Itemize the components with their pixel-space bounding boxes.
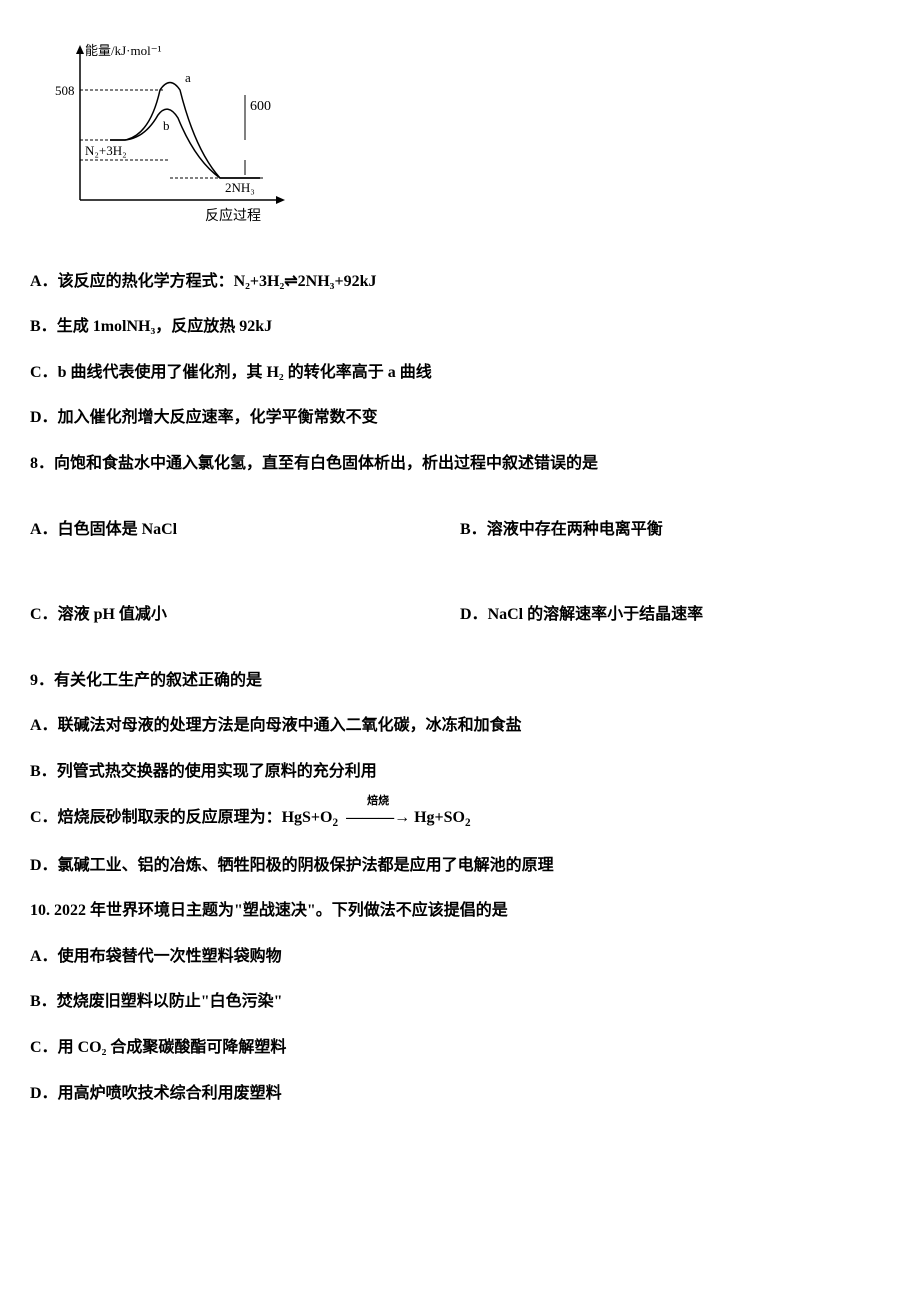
option-text: 使用布袋替代一次性塑料袋购物 (58, 948, 282, 965)
option-label: A． (30, 717, 58, 734)
option-text-prefix: 焙烧辰砂制取汞的反应原理为： (58, 809, 282, 826)
q10-option-d: D．用高炉喷吹技术综合利用废塑料 (30, 1081, 890, 1107)
option-label: D． (30, 1085, 58, 1102)
option-label: D． (30, 409, 58, 426)
product-label: 2NH₃ (225, 180, 255, 195)
option-text: NaCl 的溶解速率小于结晶速率 (488, 606, 704, 623)
stem-text: 8．向饱和食盐水中通入氯化氢，直至有白色固体析出，析出过程中叙述错误的是 (30, 455, 598, 472)
stem-text: 10. 2022 年世界环境日主题为"塑战速决"。下列做法不应该提倡的是 (30, 902, 508, 919)
option-text: 生成 1molNH₃，反应放热 92kJ (57, 318, 272, 335)
q9-option-d: D．氯碱工业、铝的冶炼、牺牲阳极的阴极保护法都是应用了电解池的原理 (30, 853, 890, 879)
option-label: B． (30, 318, 57, 335)
option-text: 溶液中存在两种电离平衡 (487, 521, 663, 538)
option-text: 列管式热交换器的使用实现了原料的充分利用 (57, 763, 377, 780)
option-label: D． (460, 606, 488, 623)
q10-stem: 10. 2022 年世界环境日主题为"塑战速决"。下列做法不应该提倡的是 (30, 898, 890, 924)
q7-option-c: C．b 曲线代表使用了催化剂，其 H₂ 的转化率高于 a 曲线 (30, 360, 890, 386)
chemical-equation: HgS+O2 焙烧———→Hg+SO2 (282, 809, 471, 826)
q8-option-a: A．白色固体是 NaCl (30, 517, 460, 543)
option-text: 氯碱工业、铝的冶炼、牺牲阳极的阴极保护法都是应用了电解池的原理 (58, 857, 554, 874)
q10-option-a: A．使用布袋替代一次性塑料袋购物 (30, 944, 890, 970)
eq-left: HgS+O (282, 809, 333, 826)
option-label: A． (30, 948, 58, 965)
option-text: 该反应的热化学方程式：N₂+3H₂⇌2NH₃+92kJ (58, 273, 377, 290)
right-value-label: 600 (250, 99, 271, 114)
option-label: B． (460, 521, 487, 538)
option-text: b 曲线代表使用了催化剂，其 H₂ 的转化率高于 a 曲线 (58, 364, 432, 381)
q8-row-cd: C．溶液 pH 值减小 D．NaCl 的溶解速率小于结晶速率 (30, 582, 890, 648)
option-text: 焚烧废旧塑料以防止"白色污染" (57, 993, 283, 1010)
q9-option-b: B．列管式热交换器的使用实现了原料的充分利用 (30, 759, 890, 785)
option-label: C． (30, 364, 58, 381)
option-label: A． (30, 521, 58, 538)
arrow-condition: 焙烧 (346, 793, 410, 811)
q7-option-d: D．加入催化剂增大反应速率，化学平衡常数不变 (30, 405, 890, 431)
q10-option-c: C．用 CO₂ 合成聚碳酸酯可降解塑料 (30, 1035, 890, 1061)
stem-text: 9．有关化工生产的叙述正确的是 (30, 672, 262, 689)
curve-b-label: b (163, 118, 170, 133)
energy-diagram-chart: 能量/kJ·mol⁻¹ 508 N₂+3H₂ a b 600 2NH₃ 反应过程 (50, 40, 330, 239)
q10-option-b: B．焚烧废旧塑料以防止"白色污染" (30, 989, 890, 1015)
option-label: A． (30, 273, 58, 290)
q9-stem: 9．有关化工生产的叙述正确的是 (30, 668, 890, 694)
option-text: 溶液 pH 值减小 (58, 606, 167, 623)
option-text: 加入催化剂增大反应速率，化学平衡常数不变 (58, 409, 378, 426)
q8-option-b: B．溶液中存在两种电离平衡 (460, 517, 890, 543)
energy-diagram-svg: 能量/kJ·mol⁻¹ 508 N₂+3H₂ a b 600 2NH₃ 反应过程 (50, 40, 310, 230)
option-text: 白色固体是 NaCl (58, 521, 178, 538)
q9-option-c: C．焙烧辰砂制取汞的反应原理为：HgS+O2 焙烧———→Hg+SO2 (30, 805, 890, 833)
reactant-label: N₂+3H₂ (85, 143, 127, 158)
q8-stem: 8．向饱和食盐水中通入氯化氢，直至有白色固体析出，析出过程中叙述错误的是 (30, 451, 890, 477)
option-text: 用高炉喷吹技术综合利用废塑料 (58, 1085, 282, 1102)
curve-a-label: a (185, 70, 191, 85)
option-text: 用 CO₂ 合成聚碳酸酯可降解塑料 (58, 1039, 287, 1056)
eq-right: Hg+SO (414, 809, 465, 826)
reaction-arrow: 焙烧———→ (346, 805, 410, 831)
q7-option-b: B．生成 1molNH₃，反应放热 92kJ (30, 314, 890, 340)
eq-sub: 2 (332, 817, 338, 829)
x-axis-label: 反应过程 (205, 207, 261, 224)
q9-option-a: A．联碱法对母液的处理方法是向母液中通入二氧化碳，冰冻和加食盐 (30, 713, 890, 739)
eq-sub: 2 (465, 817, 471, 829)
option-text: 联碱法对母液的处理方法是向母液中通入二氧化碳，冰冻和加食盐 (58, 717, 522, 734)
option-label: D． (30, 857, 58, 874)
option-label: B． (30, 763, 57, 780)
y-axis-label: 能量/kJ·mol⁻¹ (85, 43, 162, 58)
q8-row-ab: A．白色固体是 NaCl B．溶液中存在两种电离平衡 (30, 497, 890, 563)
peak-value-label: 508 (55, 83, 75, 98)
q7-option-a: A．该反应的热化学方程式：N₂+3H₂⇌2NH₃+92kJ (30, 269, 890, 295)
option-label: B． (30, 993, 57, 1010)
option-label: C． (30, 606, 58, 623)
q8-option-d: D．NaCl 的溶解速率小于结晶速率 (460, 602, 890, 628)
q8-option-c: C．溶液 pH 值减小 (30, 602, 460, 628)
option-label: C． (30, 1039, 58, 1056)
option-label: C． (30, 809, 58, 826)
